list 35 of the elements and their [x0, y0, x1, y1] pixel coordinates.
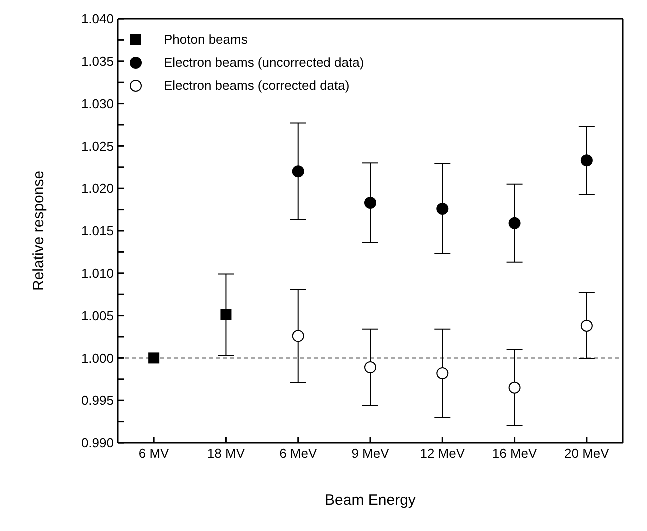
x-tick-label: 16 MeV: [492, 446, 538, 462]
point: [508, 217, 521, 230]
point: [148, 352, 160, 364]
legend-label: Electron beams (uncorrected data): [164, 55, 364, 70]
y-tick-label: 1.035: [81, 54, 114, 70]
y-tick-label: 0.995: [81, 393, 114, 408]
legend-label: Photon beams: [164, 32, 248, 47]
y-tick-label: 1.015: [81, 224, 114, 239]
y-tick-label: 1.040: [81, 12, 114, 27]
y-tick-label: 1.030: [81, 96, 114, 112]
point: [436, 367, 449, 380]
y-tick-label: 1.025: [81, 138, 114, 154]
point: [292, 166, 304, 178]
x-tick-label: 6 MV: [138, 446, 170, 462]
point: [580, 154, 593, 167]
x-tick-label: 6 MeV: [280, 446, 318, 462]
y-tick-label: 1.010: [81, 266, 114, 282]
x-tick-label: 20 MeV: [564, 446, 610, 462]
point: [508, 382, 521, 394]
point: [364, 197, 376, 210]
point: [436, 202, 449, 215]
x-axis-title: Beam Energy: [325, 492, 416, 509]
y-axis-title: Relative response: [30, 170, 48, 291]
y-tick-label: 1.000: [81, 350, 114, 366]
legend-label: Electron beams (corrected data): [164, 78, 350, 93]
y-tick-label: 1.020: [81, 181, 114, 196]
y-tick-label: 1.005: [81, 308, 114, 324]
x-tick-label: 9 MeV: [352, 446, 390, 462]
x-tick-label: 12 MeV: [420, 446, 466, 462]
point: [292, 330, 304, 342]
point: [364, 362, 376, 374]
y-tick-label: 0.990: [81, 436, 114, 451]
x-tick-label: 18 MV: [207, 446, 246, 462]
point: [580, 320, 593, 332]
point: [220, 309, 232, 320]
